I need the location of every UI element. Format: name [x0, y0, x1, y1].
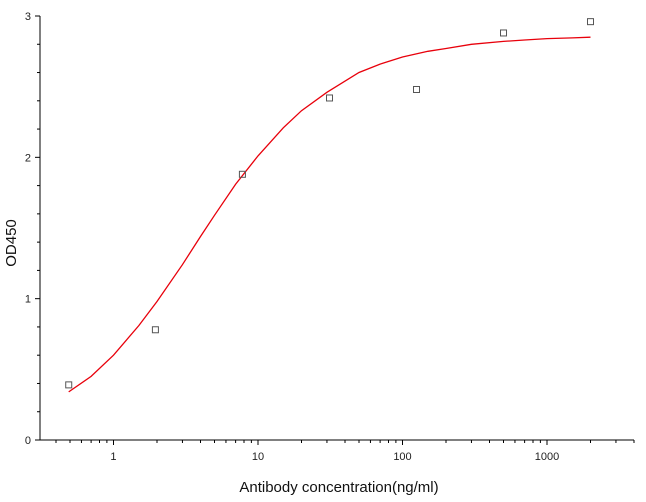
- data-point: [238, 170, 246, 178]
- data-point: [65, 381, 73, 389]
- x-tick-label: 1000: [535, 451, 559, 463]
- y-tick-label: 3: [25, 11, 31, 23]
- x-axis-title: Antibody concentration(ng/ml): [239, 479, 438, 496]
- y-axis-title: OD450: [3, 219, 20, 267]
- data-point: [587, 18, 595, 26]
- data-point: [500, 29, 508, 37]
- fit-curve-line: [68, 36, 591, 393]
- data-point: [151, 326, 159, 334]
- y-tick-label: 1: [25, 294, 31, 306]
- x-tick-label: 10: [252, 451, 264, 463]
- axes: 1 10 100 1000 0 1 2 3: [25, 11, 635, 463]
- y-tick-label: 2: [25, 152, 31, 164]
- x-tick-label: 1: [110, 451, 116, 463]
- fit-curve-layer: [68, 36, 591, 393]
- x-tick-label: 100: [393, 451, 411, 463]
- data-point: [326, 94, 334, 102]
- data-points-layer: [65, 18, 595, 389]
- y-tick-label: 0: [25, 435, 31, 447]
- data-point: [413, 85, 421, 93]
